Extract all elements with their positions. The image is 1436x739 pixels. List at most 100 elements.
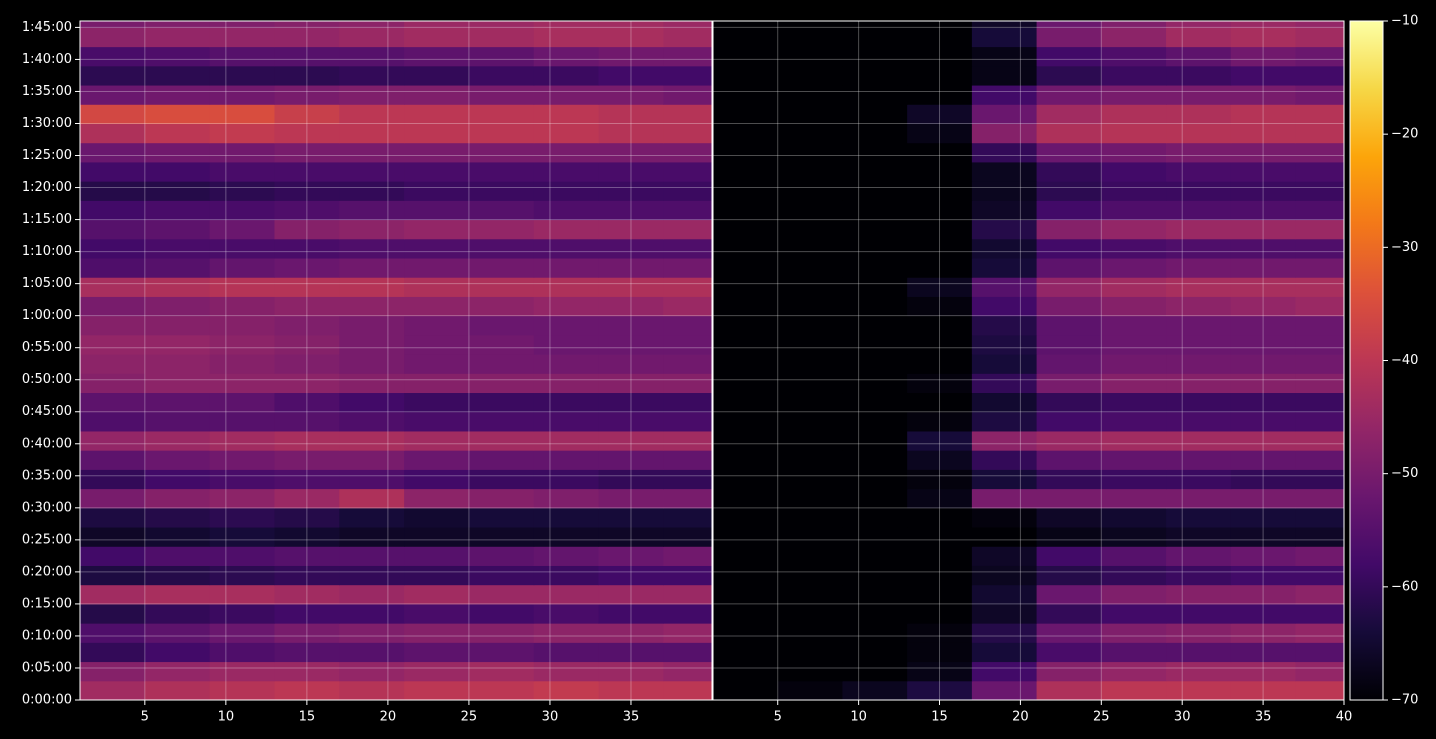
cell (663, 277, 712, 297)
cell (404, 527, 470, 547)
cell (80, 661, 146, 682)
cell (339, 603, 405, 624)
cell (907, 450, 973, 470)
cell (468, 238, 535, 259)
cell (598, 123, 664, 144)
cell (1230, 527, 1296, 547)
cell (468, 258, 535, 278)
cell (971, 181, 1038, 201)
cell (144, 546, 211, 566)
cell (404, 277, 470, 297)
cell (468, 296, 535, 317)
cell (1166, 85, 1232, 105)
cell (1166, 65, 1232, 86)
cell (842, 430, 908, 451)
cell (1036, 623, 1102, 643)
colorbar-tick-label: −50 (1391, 466, 1418, 481)
cell (713, 469, 779, 490)
cell (713, 411, 779, 432)
cell (598, 296, 664, 317)
cell (971, 46, 1038, 67)
cell (1230, 488, 1296, 509)
cell (144, 65, 211, 86)
cell (1295, 373, 1344, 394)
cell (1101, 277, 1167, 297)
cell (339, 680, 405, 700)
cell (842, 373, 908, 394)
cell (1036, 642, 1102, 663)
cell (1166, 200, 1232, 221)
cell (663, 661, 712, 682)
cell (971, 392, 1038, 413)
cell (907, 623, 973, 643)
cell (1230, 258, 1296, 278)
cell (971, 642, 1038, 663)
cell (80, 507, 146, 528)
cell (339, 411, 405, 432)
cell (533, 27, 600, 48)
cell (971, 296, 1038, 317)
cell (842, 450, 908, 470)
cell (1295, 334, 1344, 355)
cell (777, 642, 843, 663)
cell (80, 277, 146, 297)
cell (404, 142, 470, 163)
cell (1101, 334, 1167, 355)
cell (274, 546, 340, 566)
cell (209, 373, 275, 394)
cell (274, 258, 340, 278)
cell (598, 450, 664, 470)
cell (468, 661, 535, 682)
cell (468, 46, 535, 67)
cell (1166, 623, 1232, 643)
cell (713, 450, 779, 470)
cell (663, 603, 712, 624)
cell (144, 315, 211, 336)
cell (144, 392, 211, 413)
x-tick-label: 10 (218, 710, 235, 725)
cell (404, 430, 470, 451)
cell (663, 219, 712, 240)
cell (598, 85, 664, 105)
cell (80, 181, 146, 201)
cell (144, 373, 211, 394)
cell (1036, 411, 1102, 432)
cell (533, 277, 600, 297)
cell (971, 21, 1038, 28)
cell (468, 21, 535, 28)
cell (404, 411, 470, 432)
cell (468, 546, 535, 566)
cell (971, 334, 1038, 355)
cell (777, 680, 843, 700)
cell (274, 161, 340, 182)
cell (209, 527, 275, 547)
cell (533, 527, 600, 547)
cell (533, 507, 600, 528)
cell (404, 661, 470, 682)
cell (663, 315, 712, 336)
cell (339, 584, 405, 605)
cell (1166, 430, 1232, 451)
cell (1036, 488, 1102, 509)
cell (971, 488, 1038, 509)
cell (1295, 315, 1344, 336)
cell (144, 354, 211, 374)
cell (144, 680, 211, 700)
cell (209, 546, 275, 566)
cell (907, 161, 973, 182)
cell (144, 565, 211, 586)
y-tick-label: 0:50:00 (22, 372, 72, 387)
cell (468, 200, 535, 221)
y-tick-label: 1:15:00 (22, 212, 72, 227)
cell (274, 527, 340, 547)
cell (339, 334, 405, 355)
x-tick-label: 30 (542, 710, 559, 725)
cell (842, 104, 908, 124)
cell (663, 296, 712, 317)
cell (533, 200, 600, 221)
cell (842, 354, 908, 374)
cell (777, 430, 843, 451)
cell (209, 181, 275, 201)
cell (209, 21, 275, 28)
cell (598, 373, 664, 394)
